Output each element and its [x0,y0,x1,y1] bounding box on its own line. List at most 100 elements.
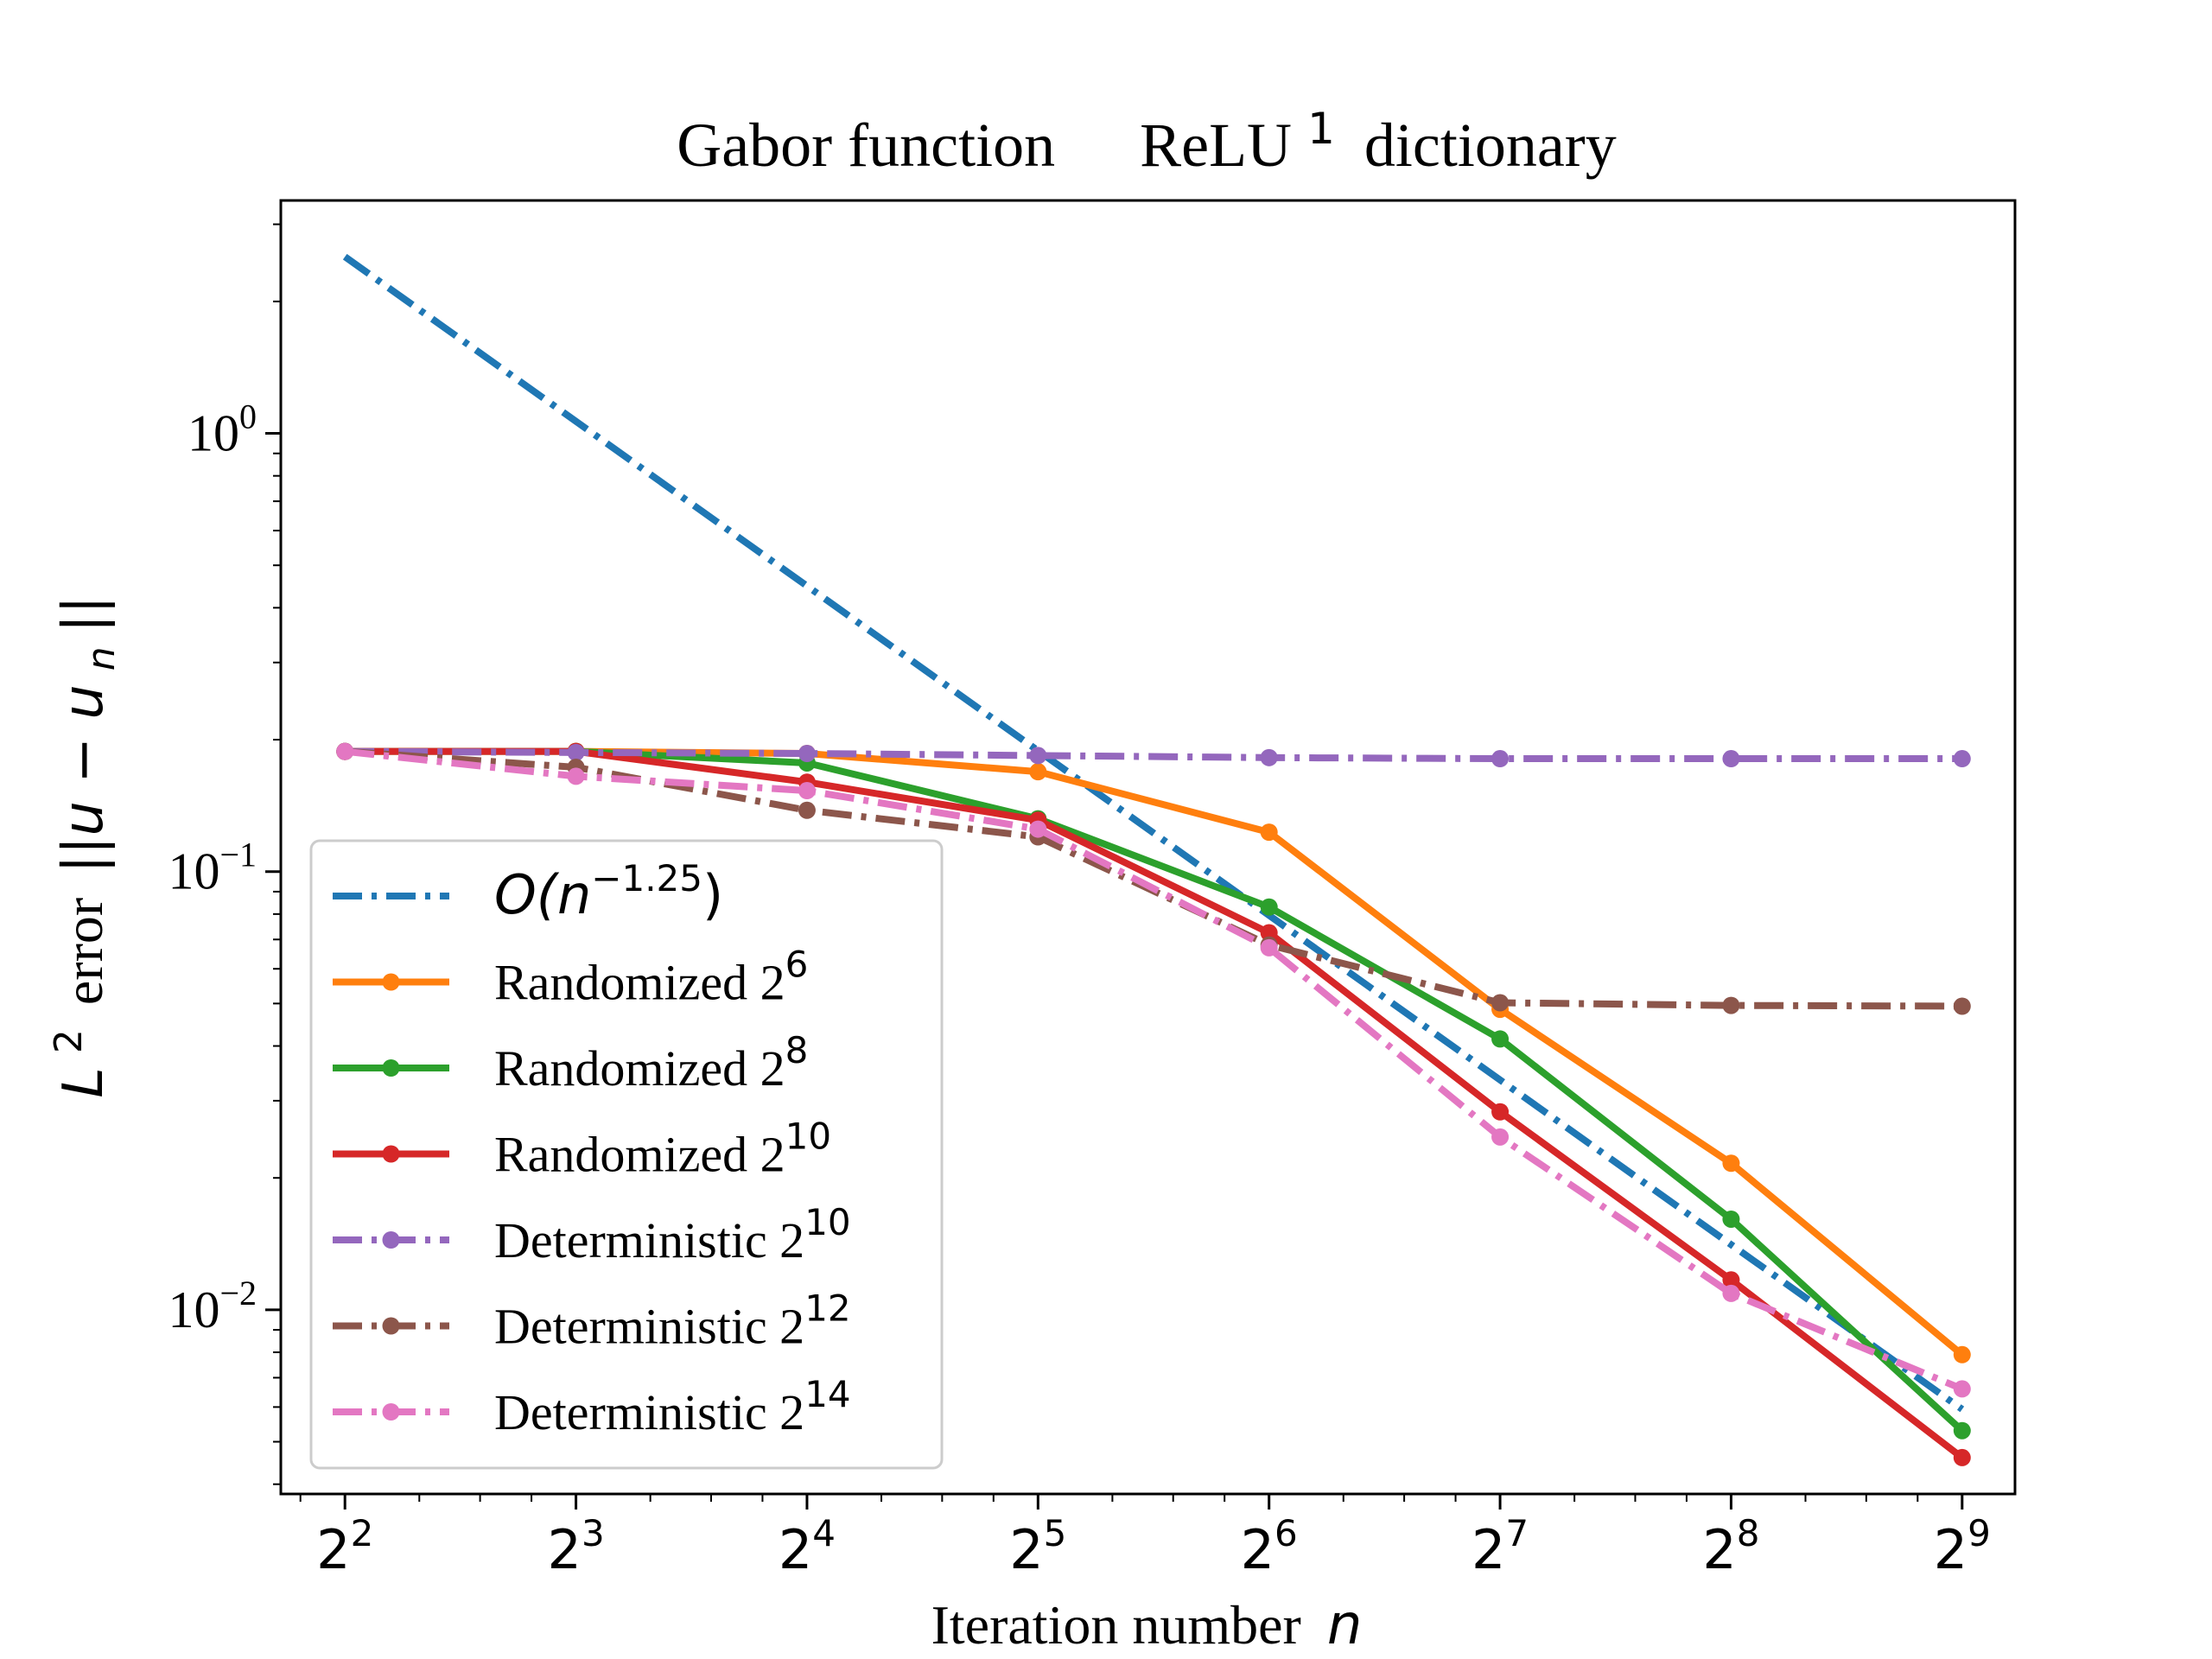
y-axis-label-expr-post: || [52,595,116,632]
series-6-point-4 [1260,938,1278,957]
y-tick-label-base-0: 10 [188,405,239,462]
legend-marker-3 [382,1145,400,1163]
x-tick-label-3: 25 [1009,1512,1066,1581]
x-tick-label-exp-4: 6 [1274,1512,1298,1554]
series-2-point-6 [1722,1210,1740,1228]
legend-label-2: Randomized 28 [494,1029,808,1096]
legend-label-text-0: O(n [494,863,591,926]
series-4-point-2 [798,745,816,763]
x-tick-label-6: 28 [1702,1512,1759,1581]
chart-title: Gabor function ReLU 1 dictionary [677,88,1617,180]
legend-box [309,839,944,1470]
series-3-point-7 [1953,1448,1971,1466]
x-axis-ticks: 22 23 24 25 26 27 28 29 [316,1494,1991,1581]
x-tick-label-exp-1: 3 [582,1512,605,1554]
legend-label-4: Deterministic 210 [494,1201,851,1268]
x-tick-label-1: 23 [547,1512,604,1581]
series-3-point-4 [1260,924,1278,942]
x-tick-label-4: 26 [1241,1512,1298,1581]
series-4-point-7 [1953,750,1971,768]
series-6-point-3 [1029,820,1047,838]
x-tick-label-base-6: 2 [1702,1518,1736,1581]
x-tick-label-2: 24 [779,1512,836,1581]
series-1-point-3 [1029,763,1047,781]
legend-label-sup-3: 10 [785,1116,831,1158]
x-axis-label-text: Iteration number [931,1594,1301,1656]
series-layer [336,253,1971,1466]
x-tick-label-5: 27 [1471,1512,1529,1581]
legend-label-sup-6: 14 [804,1373,850,1415]
series-4-point-5 [1491,750,1510,768]
x-tick-label-7: 29 [1934,1512,1991,1581]
series-6-point-5 [1491,1128,1510,1146]
title-left: Gabor function [677,111,1055,180]
y-tick-label-2: 10−2 [168,1274,257,1338]
y-tick-label-exp-2: −2 [219,1274,257,1313]
legend-marker-6 [382,1403,400,1421]
y-axis-label: L 2 error ||u − u n || [32,595,126,1098]
series-line-4 [345,747,1962,763]
series-5-point-2 [798,801,816,819]
series-5-point-6 [1722,996,1740,1014]
legend-label-sup-2: 8 [785,1029,809,1071]
x-tick-label-exp-0: 2 [351,1512,374,1554]
series-1-point-7 [1953,1345,1971,1363]
y-axis-label-sup: 2 [47,1029,91,1053]
x-axis-label: Iteration number n [931,1593,1363,1657]
legend-label-3: Randomized 210 [494,1116,831,1183]
series-2-point-7 [1953,1421,1971,1440]
y-tick-label-exp-1: −1 [219,836,257,874]
x-tick-label-exp-7: 9 [1967,1512,1991,1554]
legend-label-5: Deterministic 212 [494,1287,851,1355]
series-5-point-5 [1491,994,1510,1012]
legend-marker-5 [382,1317,400,1335]
y-tick-label-base-2: 10 [168,1281,219,1338]
legend-label-text-2: Randomized 2 [494,1040,785,1096]
series-6-point-1 [567,767,585,785]
series-1-point-6 [1722,1154,1740,1173]
x-tick-label-exp-2: 4 [812,1512,836,1554]
series-2-point-5 [1491,1030,1510,1048]
y-axis-label-expr-sub: n [79,646,124,671]
legend-label-text-3: Randomized 2 [494,1127,785,1183]
legend-marker-4 [382,1231,400,1249]
series-6-point-0 [336,742,354,760]
x-tick-label-base-3: 2 [1009,1518,1043,1581]
x-tick-label-0: 22 [316,1512,373,1581]
x-tick-label-base-2: 2 [779,1518,812,1581]
series-3-point-5 [1491,1103,1510,1121]
legend-label-text-1: Randomized 2 [494,955,785,1011]
series-3-point-6 [1722,1271,1740,1289]
legend-label-sup-0: −1.25 [591,857,702,899]
series-line-6 [344,747,1964,1393]
title-right-base: ReLU [1140,111,1292,180]
series-1-point-4 [1260,823,1278,842]
y-axis-label-word: error [53,898,114,1005]
legend-label-text-4: Deterministic 2 [494,1212,804,1268]
series-5-point-7 [1953,997,1971,1015]
legend-label-1: Randomized 26 [494,944,808,1011]
series-6-point-2 [798,782,816,800]
series-line-3 [345,747,1965,1461]
series-4-point-6 [1722,750,1740,768]
legend-label-sup-4: 10 [804,1201,850,1243]
legend-label-0: O(n−1.25) [494,857,723,926]
x-tick-label-base-7: 2 [1934,1518,1967,1581]
legend-label-post-0: ) [702,863,723,926]
y-axis-label-base: L [52,1067,116,1098]
legend-label-sup-1: 6 [785,944,809,986]
series-2-point-4 [1260,898,1278,916]
title-right-sup: 1 [1307,104,1335,154]
x-tick-label-base-4: 2 [1241,1518,1274,1581]
y-tick-label-exp-0: 0 [239,397,257,436]
minor-ticks [273,223,1919,1502]
legend-marker-1 [382,973,400,991]
y-tick-label-1: 10−1 [168,836,257,900]
series-4-point-1 [567,743,585,761]
legend-label-sup-5: 12 [804,1287,850,1330]
series-6-point-6 [1722,1284,1740,1302]
